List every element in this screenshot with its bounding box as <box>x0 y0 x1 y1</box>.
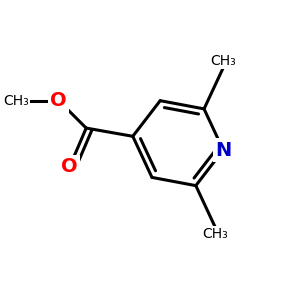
Text: CH₃: CH₃ <box>202 227 228 241</box>
Text: N: N <box>215 140 231 160</box>
Text: O: O <box>50 91 67 110</box>
Text: CH₃: CH₃ <box>3 94 29 108</box>
Text: O: O <box>61 157 78 176</box>
Text: CH₃: CH₃ <box>210 54 236 68</box>
